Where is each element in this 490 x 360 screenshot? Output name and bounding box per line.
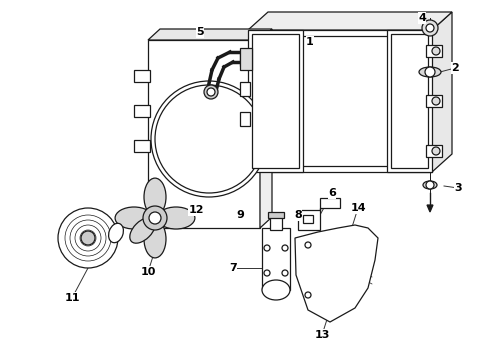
Bar (134, 105, 150, 117)
Polygon shape (298, 198, 340, 230)
Circle shape (426, 181, 434, 189)
Bar (270, 216, 282, 230)
Text: 14: 14 (350, 203, 366, 213)
Circle shape (207, 88, 215, 96)
Circle shape (81, 231, 95, 245)
Bar (252, 34, 299, 168)
Circle shape (426, 24, 434, 32)
Bar (248, 30, 432, 172)
Ellipse shape (262, 280, 290, 300)
Text: 3: 3 (454, 183, 462, 193)
Bar (240, 52, 250, 66)
Ellipse shape (115, 207, 153, 229)
Text: 2: 2 (451, 63, 459, 73)
Ellipse shape (157, 207, 195, 229)
Bar (426, 45, 442, 57)
Ellipse shape (109, 223, 123, 243)
Circle shape (305, 292, 311, 298)
Text: 11: 11 (64, 293, 80, 303)
Bar (134, 70, 150, 82)
Bar (240, 48, 252, 70)
Ellipse shape (423, 181, 437, 189)
Bar (426, 95, 442, 107)
Circle shape (432, 147, 440, 155)
Bar (387, 30, 432, 172)
Circle shape (425, 67, 435, 77)
Circle shape (155, 85, 263, 193)
Bar (240, 112, 250, 126)
Circle shape (264, 245, 270, 251)
Circle shape (149, 212, 161, 224)
Circle shape (204, 85, 218, 99)
Text: 1: 1 (306, 37, 314, 47)
Polygon shape (427, 205, 433, 212)
Circle shape (151, 81, 267, 197)
Polygon shape (248, 12, 452, 30)
Bar (256, 36, 424, 166)
Circle shape (305, 242, 311, 248)
Bar (240, 82, 250, 96)
Circle shape (432, 47, 440, 55)
Ellipse shape (419, 67, 441, 77)
Ellipse shape (130, 217, 155, 243)
Text: 9: 9 (236, 210, 244, 220)
Circle shape (58, 208, 118, 268)
Text: 13: 13 (314, 330, 330, 340)
Text: 12: 12 (188, 205, 204, 215)
Bar (148, 40, 260, 228)
Circle shape (264, 270, 270, 276)
Bar (268, 212, 284, 218)
Bar (248, 30, 303, 172)
Polygon shape (432, 12, 452, 172)
Text: 6: 6 (328, 188, 336, 198)
Ellipse shape (144, 178, 166, 216)
Ellipse shape (144, 220, 166, 258)
Text: 4: 4 (418, 13, 426, 23)
Polygon shape (148, 29, 272, 40)
Polygon shape (260, 29, 272, 228)
Bar (391, 34, 428, 168)
Text: 7: 7 (229, 263, 237, 273)
Circle shape (422, 20, 438, 36)
Circle shape (143, 206, 167, 230)
Bar (134, 140, 150, 152)
Circle shape (282, 245, 288, 251)
Bar (303, 215, 313, 223)
Bar (426, 145, 442, 157)
Circle shape (282, 270, 288, 276)
Text: 8: 8 (294, 210, 302, 220)
Circle shape (432, 97, 440, 105)
Bar (262, 228, 290, 290)
Text: 10: 10 (140, 267, 156, 277)
Polygon shape (295, 225, 378, 322)
Text: 5: 5 (196, 27, 204, 37)
